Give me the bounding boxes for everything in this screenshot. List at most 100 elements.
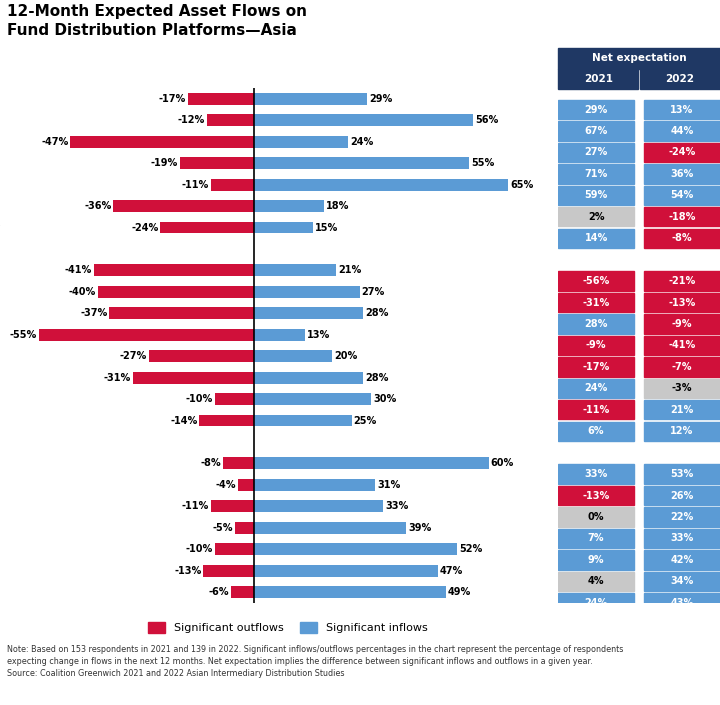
Text: 2%: 2% — [588, 212, 604, 222]
Text: -8%: -8% — [672, 233, 692, 243]
Bar — [644, 271, 720, 290]
Text: 33%: 33% — [385, 501, 408, 511]
Bar — [215, 544, 254, 555]
Text: 9%: 9% — [588, 555, 604, 565]
Text: -17%: -17% — [582, 362, 610, 372]
Text: 2021: 2021 — [584, 74, 613, 84]
Bar — [254, 157, 469, 169]
Text: 15%: 15% — [315, 223, 338, 233]
Text: 28%: 28% — [366, 308, 389, 318]
Bar — [113, 200, 254, 212]
Bar — [254, 286, 359, 298]
Bar — [644, 121, 720, 141]
Text: 43%: 43% — [670, 598, 693, 608]
Text: Note: Based on 153 respondents in 2021 and 139 in 2022. Significant inflows/outf: Note: Based on 153 respondents in 2021 a… — [7, 645, 624, 678]
Text: 49%: 49% — [448, 587, 471, 597]
Bar — [644, 336, 720, 355]
Bar — [254, 179, 508, 190]
Bar — [254, 565, 438, 577]
Bar — [644, 143, 720, 162]
Text: 21%: 21% — [338, 265, 361, 276]
Bar — [254, 458, 489, 470]
Bar — [133, 372, 254, 384]
Bar — [644, 465, 720, 484]
Bar — [254, 114, 473, 126]
Text: -11%: -11% — [182, 501, 209, 511]
Bar — [558, 529, 634, 548]
Text: 24%: 24% — [585, 384, 608, 393]
Bar — [558, 422, 634, 441]
Bar — [180, 157, 254, 169]
Text: -6%: -6% — [208, 587, 229, 597]
Bar — [558, 314, 634, 333]
Text: 55%: 55% — [471, 158, 494, 168]
Text: -8%: -8% — [200, 458, 221, 468]
Bar — [558, 486, 634, 505]
Bar — [207, 114, 254, 126]
Bar — [558, 271, 634, 290]
Text: 13%: 13% — [307, 330, 330, 340]
Bar — [644, 314, 720, 333]
Bar — [558, 100, 634, 119]
Text: -17%: -17% — [158, 94, 186, 104]
Text: 59%: 59% — [585, 190, 608, 200]
Text: -13%: -13% — [174, 565, 202, 575]
Legend: Significant outflows, Significant inflows: Significant outflows, Significant inflow… — [144, 618, 432, 637]
Text: 28%: 28% — [366, 373, 389, 383]
Bar — [644, 550, 720, 570]
Text: 14%: 14% — [585, 233, 608, 243]
Text: -14%: -14% — [170, 415, 197, 426]
Bar — [558, 185, 634, 205]
Text: 22%: 22% — [670, 512, 693, 522]
Bar — [222, 458, 254, 470]
Bar — [558, 336, 634, 355]
Bar — [254, 501, 383, 512]
Bar — [558, 164, 634, 183]
Text: 39%: 39% — [408, 522, 432, 533]
Text: 65%: 65% — [510, 180, 534, 190]
Text: -12%: -12% — [178, 116, 205, 125]
Text: 52%: 52% — [459, 544, 482, 554]
Text: 34%: 34% — [670, 576, 693, 587]
Text: -36%: -36% — [84, 201, 112, 211]
Text: -13%: -13% — [582, 491, 610, 501]
Text: -27%: -27% — [120, 351, 147, 361]
Bar — [254, 393, 372, 405]
Text: 27%: 27% — [361, 287, 384, 297]
Text: 67%: 67% — [585, 126, 608, 136]
Text: 60%: 60% — [490, 458, 514, 468]
Text: -41%: -41% — [65, 265, 92, 276]
Bar — [254, 221, 312, 233]
Bar — [71, 136, 254, 147]
Bar — [254, 544, 457, 555]
Text: Net expectation: Net expectation — [592, 54, 686, 63]
Bar — [558, 48, 720, 68]
Text: 28%: 28% — [585, 319, 608, 329]
Bar — [558, 207, 634, 226]
Bar — [161, 221, 254, 233]
Text: 44%: 44% — [670, 126, 693, 136]
Text: 31%: 31% — [377, 480, 400, 490]
Bar — [558, 379, 634, 398]
Bar — [558, 68, 638, 89]
Text: -9%: -9% — [586, 341, 606, 350]
Bar — [215, 393, 254, 405]
Bar — [254, 586, 446, 598]
Text: -5%: -5% — [212, 522, 233, 533]
Bar — [644, 593, 720, 613]
Bar — [254, 200, 325, 212]
Text: -31%: -31% — [582, 298, 610, 307]
Text: 54%: 54% — [670, 190, 693, 200]
Bar — [558, 508, 634, 527]
Text: 7%: 7% — [588, 534, 604, 544]
Text: -7%: -7% — [672, 362, 692, 372]
Bar — [254, 415, 352, 427]
Text: 20%: 20% — [334, 351, 357, 361]
Bar — [254, 522, 407, 534]
Text: 42%: 42% — [670, 555, 693, 565]
Text: 29%: 29% — [369, 94, 392, 104]
Text: -18%: -18% — [668, 212, 696, 222]
Text: -37%: -37% — [80, 308, 107, 318]
Bar — [644, 400, 720, 419]
Text: -24%: -24% — [131, 223, 158, 233]
